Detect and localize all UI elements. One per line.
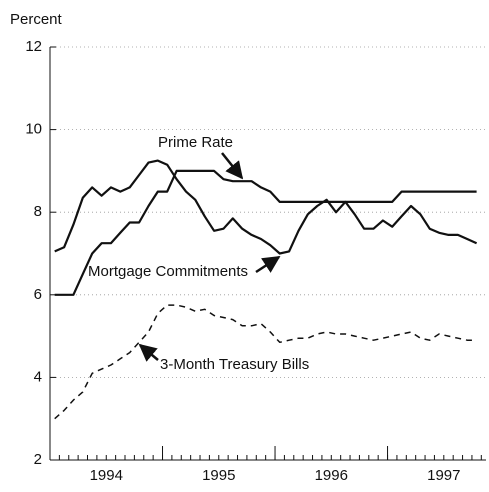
- x-tick-label: 1997: [427, 467, 460, 484]
- y-axis-label: Percent: [10, 11, 63, 28]
- series-label: Prime Rate: [158, 134, 233, 151]
- x-tick-label: 1994: [90, 467, 123, 484]
- arrow: [221, 152, 244, 180]
- arrow: [138, 343, 159, 362]
- y-tick-label: 10: [25, 121, 42, 138]
- series-label: 3-Month Treasury Bills: [160, 356, 309, 373]
- series-line: [54, 159, 478, 255]
- x-tick-label: 1996: [315, 467, 348, 484]
- x-tick-label: 1995: [202, 467, 235, 484]
- y-tick-label: 8: [34, 203, 42, 220]
- arrow: [255, 255, 281, 274]
- series-line: [54, 169, 477, 296]
- y-tick-label: 2: [34, 451, 42, 468]
- series-label: Mortgage Commitments: [88, 263, 248, 280]
- y-tick-label: 4: [34, 368, 42, 385]
- series-line: [54, 304, 477, 420]
- y-tick-label: 6: [34, 286, 42, 303]
- y-tick-label: 12: [25, 38, 42, 55]
